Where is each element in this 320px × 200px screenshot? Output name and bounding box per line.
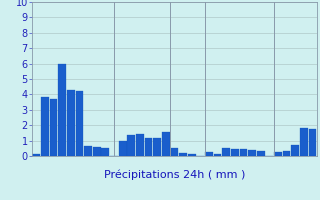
Bar	[240, 149, 247, 156]
Bar	[205, 152, 213, 156]
Bar	[76, 91, 83, 156]
Bar	[188, 154, 196, 156]
Bar	[41, 97, 49, 156]
Bar	[257, 151, 265, 156]
Bar	[67, 90, 75, 156]
Bar	[291, 145, 299, 156]
Bar	[171, 148, 178, 156]
Bar	[248, 150, 256, 156]
Bar	[58, 64, 66, 156]
Bar	[153, 138, 161, 156]
Bar	[50, 99, 58, 156]
Bar	[127, 135, 135, 156]
Bar	[214, 154, 221, 156]
X-axis label: Précipitations 24h ( mm ): Précipitations 24h ( mm )	[104, 170, 245, 180]
Bar	[162, 132, 170, 156]
Bar	[222, 148, 230, 156]
Bar	[283, 151, 291, 156]
Bar	[145, 138, 152, 156]
Bar	[308, 129, 316, 156]
Bar	[32, 154, 40, 156]
Bar	[231, 149, 239, 156]
Bar	[84, 146, 92, 156]
Bar	[101, 148, 109, 156]
Bar	[300, 128, 308, 156]
Bar	[119, 141, 126, 156]
Bar	[179, 153, 187, 156]
Bar	[136, 134, 144, 156]
Bar	[274, 152, 282, 156]
Bar	[93, 147, 100, 156]
